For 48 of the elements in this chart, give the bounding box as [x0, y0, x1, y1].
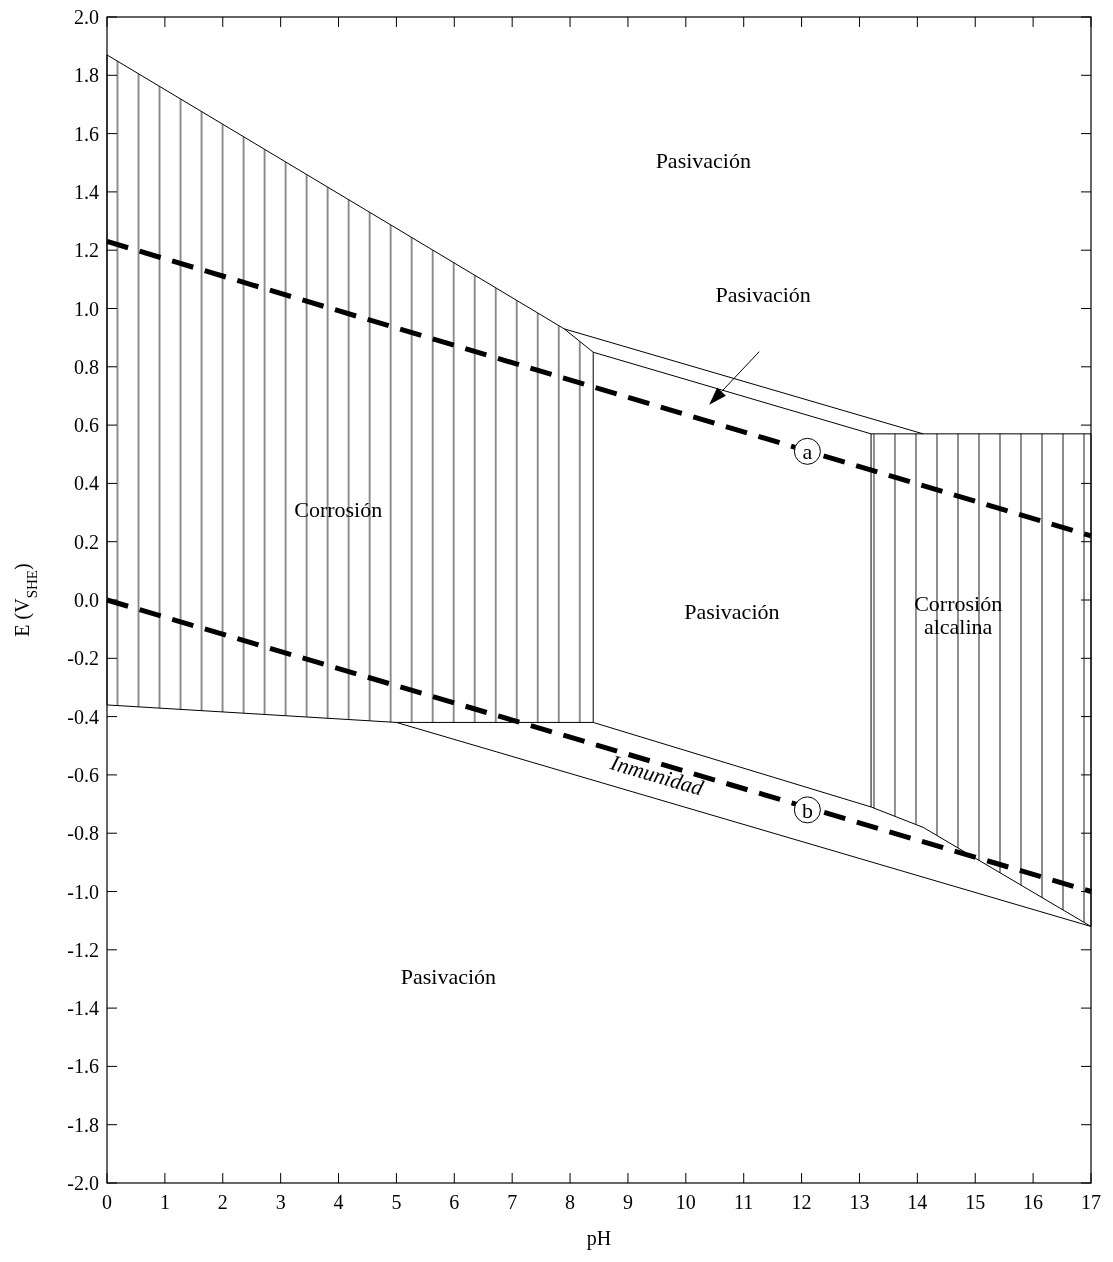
x-tick-label: 9: [622, 1191, 633, 1213]
y-tick-label: -1.0: [67, 880, 99, 903]
x-tick-label: 14: [907, 1191, 928, 1213]
annotation: Corrosión: [294, 497, 383, 523]
x-tick-label: 8: [565, 1191, 576, 1213]
annotation: Pasivación: [715, 282, 811, 308]
y-tick-label: 0.8: [74, 355, 99, 378]
annotation: a: [802, 439, 813, 465]
y-tick-label: 1.2: [74, 239, 99, 262]
annotation: Pasivación: [400, 963, 497, 989]
x-tick-label: 11: [734, 1191, 754, 1213]
x-tick-label: 16: [1023, 1191, 1044, 1213]
y-tick-label: -1.4: [67, 997, 99, 1020]
x-tick-label: 12: [791, 1191, 812, 1213]
y-tick-label: -0.2: [67, 647, 99, 670]
y-tick-label: 0.6: [74, 414, 99, 437]
y-tick-label: -1.2: [67, 938, 99, 961]
x-tick-label: 15: [965, 1191, 986, 1213]
y-tick-label: 1.0: [74, 297, 99, 320]
y-tick-label: -1.8: [67, 1113, 99, 1136]
y-tick-label: -0.8: [67, 822, 99, 845]
x-tick-label: 13: [849, 1191, 870, 1213]
y-tick-label: 0.4: [74, 472, 99, 495]
y-tick-label: -2.0: [67, 1172, 99, 1194]
y-tick-label: 0.2: [74, 530, 99, 553]
annotation: Pasivación: [684, 599, 780, 625]
y-tick-label: -0.6: [67, 763, 99, 786]
x-tick-label: 5: [391, 1191, 402, 1213]
x-tick-label: 0: [102, 1191, 112, 1213]
y-tick-label: 1.8: [74, 64, 99, 87]
annotation: Pasivación: [655, 147, 751, 173]
annotation: b: [801, 797, 813, 823]
y-tick-label: 0.0: [74, 589, 99, 611]
x-axis-title: pH: [586, 1227, 612, 1250]
y-tick-label: 1.4: [74, 180, 99, 203]
x-tick-label: 4: [333, 1191, 344, 1213]
x-tick-label: 2: [217, 1191, 228, 1213]
y-tick-label: 1.6: [74, 122, 99, 145]
x-tick-label: 17: [1081, 1191, 1101, 1213]
annotation: Corrosión alcalina: [914, 590, 1003, 639]
x-tick-label: 1: [159, 1191, 170, 1213]
x-tick-label: 6: [449, 1191, 460, 1213]
x-tick-label: 3: [275, 1191, 286, 1213]
y-tick-label: 2.0: [74, 6, 99, 28]
x-tick-label: 10: [675, 1191, 696, 1213]
y-tick-label: -1.6: [67, 1055, 99, 1078]
x-tick-label: 7: [507, 1191, 518, 1213]
y-tick-label: -0.4: [67, 705, 99, 728]
